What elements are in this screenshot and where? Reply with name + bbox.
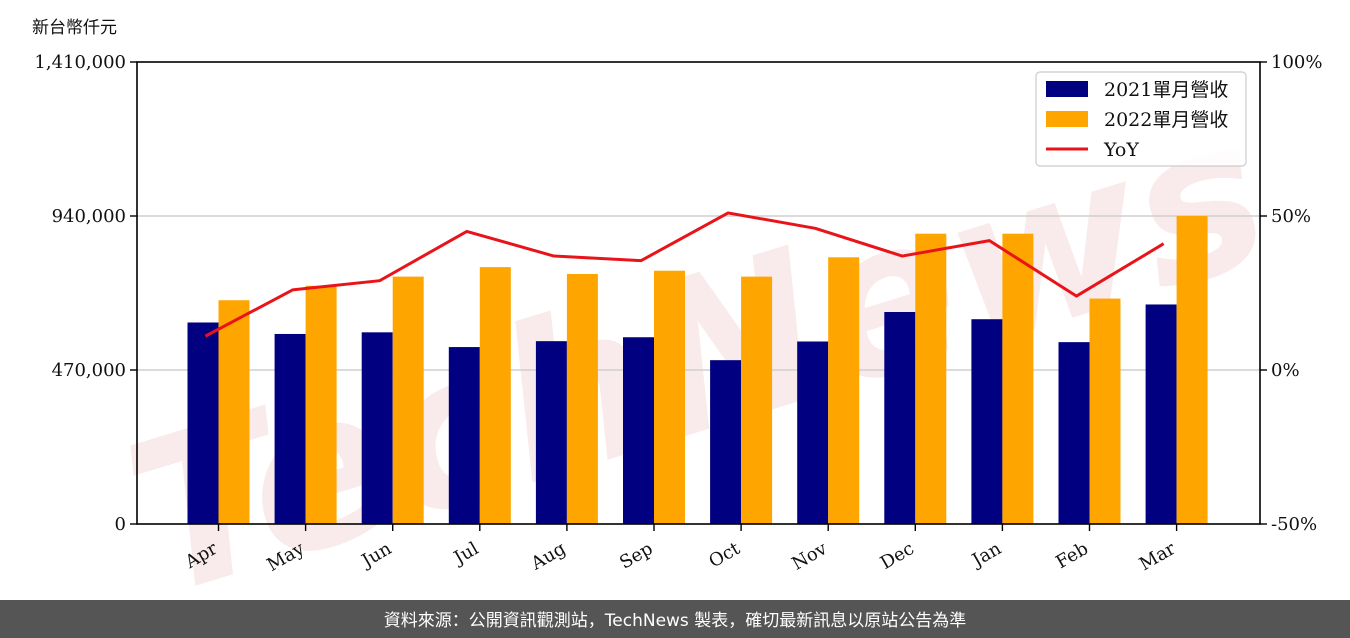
left-tick-label: 470,000 — [52, 360, 126, 381]
bar-2022-dec — [915, 233, 947, 525]
bar-2021-mar — [1145, 304, 1177, 524]
bar-2022-feb — [1089, 298, 1121, 524]
x-tick-label: Jan — [967, 538, 1005, 572]
bar-2022-oct — [741, 276, 773, 524]
source-footer: 資料來源：公開資訊觀測站，TechNews 製表，確切最新訊息以原站公告為準 — [384, 611, 966, 631]
x-tick-label: Nov — [788, 538, 831, 575]
bar-2022-jun — [392, 276, 424, 524]
footer-bar — [0, 600, 1350, 638]
bar-2022-nov — [828, 257, 860, 524]
unit-label: 新台幣仟元 — [32, 18, 117, 38]
legend-swatch — [1046, 111, 1088, 127]
bar-2021-sep — [623, 337, 654, 524]
bar-2022-sep — [654, 270, 685, 524]
legend-label: YoY — [1103, 139, 1139, 161]
bar-layer — [187, 216, 1208, 525]
bar-2021-may — [274, 333, 306, 524]
x-tick-label: Sep — [616, 538, 656, 573]
left-tick-label: 940,000 — [52, 206, 126, 227]
bar-2021-jan — [971, 319, 1003, 524]
bar-2022-jan — [1002, 233, 1034, 525]
bar-2021-apr — [187, 322, 219, 524]
plot-frame — [136, 61, 1261, 525]
legend-label: 2021單月營收 — [1104, 79, 1228, 101]
x-tick-label: Oct — [705, 538, 744, 573]
bar-2022-mar — [1176, 216, 1208, 524]
legend: 2021單月營收 2022單月營收 YoY — [1035, 71, 1247, 167]
legend-swatch — [1046, 81, 1088, 97]
bar-2021-jul — [448, 347, 480, 524]
x-tick-label: Feb — [1052, 538, 1092, 573]
line-layer — [204, 211, 1165, 338]
bar-2021-oct — [710, 360, 742, 524]
bar-2021-aug — [535, 341, 567, 524]
legend-label: 2022單月營收 — [1104, 109, 1228, 131]
bar-2022-jul — [479, 267, 511, 524]
right-tick-label: -50% — [1271, 514, 1317, 535]
bar-2022-aug — [566, 273, 598, 524]
left-tick-label: 1,410,000 — [34, 52, 126, 73]
x-tick-label: Mar — [1136, 538, 1180, 575]
x-tick-label: Dec — [877, 538, 918, 574]
bar-2021-dec — [884, 312, 916, 524]
legend-box — [1035, 71, 1247, 167]
left-tick-label: 0 — [115, 514, 126, 535]
right-tick-label: 0% — [1271, 360, 1300, 381]
bar-2021-jun — [361, 332, 393, 524]
bar-2021-feb — [1058, 342, 1090, 524]
bar-2022-apr — [218, 300, 250, 524]
right-tick-label: 50% — [1271, 206, 1311, 227]
x-tick-label: Aug — [527, 538, 570, 575]
right-tick-label: 100% — [1271, 52, 1322, 73]
yoy-line — [204, 211, 1165, 338]
bar-2021-nov — [797, 341, 829, 524]
bar-2022-may — [305, 285, 337, 524]
